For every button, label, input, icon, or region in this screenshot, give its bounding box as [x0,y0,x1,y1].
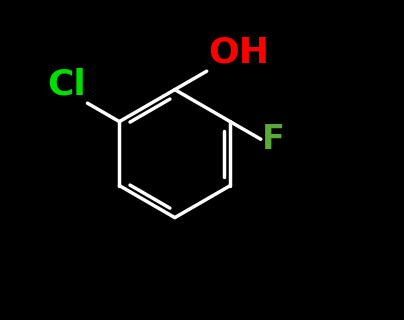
Text: F: F [262,123,285,156]
Text: Cl: Cl [47,68,86,102]
Text: OH: OH [208,36,269,70]
